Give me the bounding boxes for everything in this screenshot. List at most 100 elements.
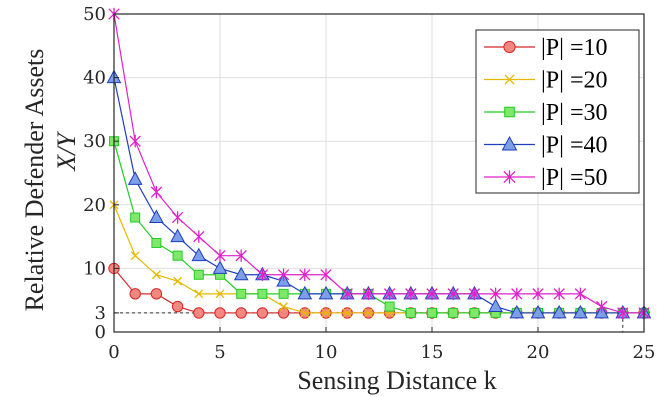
axis-ticks: 0 5 10 15 20 25 03 10 20 30 40 50 (83, 4, 655, 363)
data-point (278, 288, 289, 299)
legend-label: |P| =20 (541, 68, 608, 94)
data-point (362, 287, 375, 301)
data-point (503, 40, 516, 54)
data-point (617, 306, 629, 320)
x-tick-label: 20 (527, 342, 550, 363)
y-axis-label: Relative Defender Assets (20, 49, 49, 312)
data-point (553, 287, 565, 301)
plot-series (106, 7, 652, 320)
legend-item: |P| =20 (484, 68, 608, 94)
data-point (150, 288, 163, 300)
y-tick-label: 0 (95, 322, 106, 343)
data-point (193, 269, 204, 280)
x-axis-label: Sensing Distance k (297, 366, 496, 395)
data-point (130, 212, 141, 223)
data-point (170, 228, 185, 243)
data-point (503, 170, 516, 184)
x-tick-label: 5 (214, 342, 225, 363)
data-point (469, 307, 480, 318)
legend-label: |P| =10 (541, 35, 608, 61)
data-point (127, 171, 143, 185)
data-point (151, 270, 161, 280)
data-point (318, 285, 334, 300)
data-point (530, 304, 546, 319)
legend-item: |P| =40 (484, 133, 608, 159)
legend: |P| =10 |P| =20 |P| =30 |P| =40 |P| =50 (475, 29, 640, 194)
data-point (595, 300, 608, 313)
data-point-stroke (342, 308, 352, 318)
y-tick-label: 40 (83, 68, 106, 89)
data-point (212, 260, 228, 274)
data-point (504, 74, 515, 85)
data-point (447, 287, 459, 301)
data-point (320, 268, 332, 281)
data-point (363, 308, 373, 318)
data-point (509, 304, 525, 319)
legend-label: |P| =50 (541, 165, 608, 191)
y-tick-label: 30 (83, 131, 106, 152)
data-point-stroke (173, 276, 183, 286)
data-point (256, 307, 269, 319)
legend-label: |P| =30 (541, 100, 608, 126)
data-point (488, 298, 503, 313)
data-point (277, 307, 290, 319)
y-tick-label: 10 (83, 258, 106, 279)
x-tick-label: 25 (633, 342, 656, 363)
data-point (504, 106, 515, 118)
data-point (150, 185, 163, 199)
series-5 (108, 7, 650, 320)
data-point (489, 287, 502, 301)
data-point (405, 287, 417, 301)
data-point (300, 308, 310, 318)
data-point (214, 307, 226, 319)
data-point (277, 268, 290, 281)
data-point (171, 211, 184, 224)
data-point (511, 287, 523, 301)
data-point (149, 209, 164, 224)
data-point (257, 288, 268, 299)
data-point (151, 237, 162, 248)
legend-item: |P| =10 (484, 35, 608, 61)
data-point-stroke (504, 74, 515, 85)
data-point (405, 307, 416, 318)
data-point (468, 287, 481, 301)
plot-frame (113, 13, 645, 333)
y-axis-label-var: X/Y (52, 131, 81, 172)
data-point (427, 307, 437, 318)
data-point (297, 285, 313, 300)
legend-item: |P| =50 (484, 165, 608, 191)
data-point (236, 288, 247, 299)
data-point (194, 289, 204, 299)
data-point (341, 287, 353, 301)
x-tick-label: 0 (108, 342, 119, 363)
data-point (172, 250, 183, 261)
data-point (129, 135, 141, 148)
data-point-stroke (194, 289, 204, 299)
data-point (256, 268, 269, 281)
data-point (129, 288, 141, 300)
data-point (215, 289, 225, 299)
data-point (130, 251, 140, 261)
data-point (321, 308, 331, 318)
y-tick-label: 20 (83, 195, 106, 216)
data-point (501, 135, 518, 151)
data-point (193, 307, 205, 319)
y-tick-label: 50 (83, 4, 106, 25)
data-point (574, 287, 587, 301)
legend-item: |P| =30 (484, 100, 608, 126)
data-point (191, 247, 207, 262)
data-point (299, 268, 311, 281)
data-point (384, 301, 395, 312)
data-point (193, 230, 205, 243)
data-point-stroke (279, 302, 289, 312)
data-point (532, 287, 544, 301)
data-point (279, 302, 289, 312)
data-point-stroke (300, 308, 310, 318)
data-point-stroke (151, 270, 161, 280)
data-point (235, 249, 247, 262)
data-point (448, 307, 459, 318)
data-point (342, 308, 352, 318)
data-point (426, 287, 438, 301)
data-point (573, 304, 588, 319)
